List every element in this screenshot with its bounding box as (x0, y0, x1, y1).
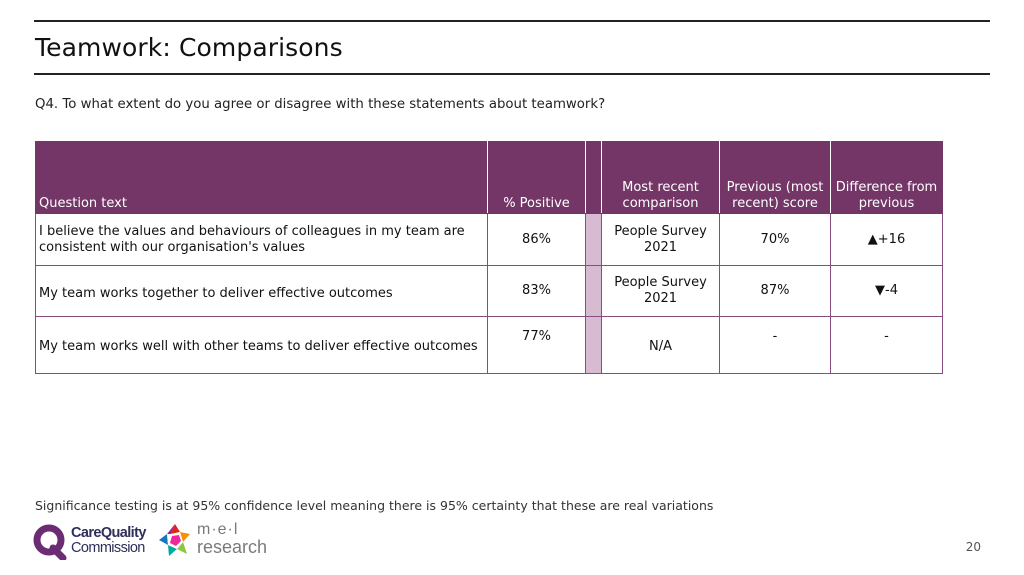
top-rule (34, 20, 990, 22)
mel-research-logo: m·e·l research (157, 521, 272, 561)
row-difference: - (830, 316, 943, 374)
mel-logo-text: research (197, 537, 268, 557)
row-question: I believe the values and behaviours of c… (35, 213, 488, 266)
row-previous: 70% (719, 213, 831, 266)
footnote: Significance testing is at 95% confidenc… (35, 498, 714, 513)
cqc-logo-text: Commission (71, 540, 145, 556)
page-number: 20 (965, 540, 981, 554)
row-previous: 87% (719, 265, 831, 317)
mel-star-icon (159, 524, 190, 556)
row-difference: ▲+16 (830, 213, 943, 266)
table-row: My team works together to deliver effect… (35, 265, 943, 317)
header-comparison: Most recent comparison (601, 141, 720, 214)
row-comparison: People Survey 2021 (601, 265, 720, 317)
row-positive: 77% (487, 316, 586, 374)
row-question: My team works well with other teams to d… (35, 316, 488, 374)
results-table: Question text % Positive Most recent com… (35, 141, 943, 374)
row-comparison: N/A (601, 316, 720, 374)
header-positive: % Positive (487, 141, 586, 214)
cqc-logo-text: CareQuality (71, 525, 146, 541)
row-difference: ▼-4 (830, 265, 943, 317)
question-text: Q4. To what extent do you agree or disag… (35, 97, 606, 112)
header-question-text: Question text (35, 141, 488, 214)
page-title: Teamwork: Comparisons (35, 33, 343, 62)
cqc-q-icon (33, 524, 67, 560)
title-underline (34, 73, 990, 75)
table-row: I believe the values and behaviours of c… (35, 213, 943, 266)
cqc-logo: CareQuality Commission (33, 521, 153, 561)
header-spacer (585, 141, 602, 214)
mel-logo-text: m·e·l (197, 521, 239, 538)
row-spacer (585, 213, 602, 266)
table-row: My team works well with other teams to d… (35, 316, 943, 374)
row-spacer (585, 265, 602, 317)
row-positive: 86% (487, 213, 586, 266)
row-comparison: People Survey 2021 (601, 213, 720, 266)
row-spacer (585, 316, 602, 374)
row-positive: 83% (487, 265, 586, 317)
row-previous: - (719, 316, 831, 374)
header-difference: Difference from previous (830, 141, 943, 214)
table-header-row: Question text % Positive Most recent com… (35, 141, 943, 214)
header-previous: Previous (most recent) score (719, 141, 831, 214)
row-question: My team works together to deliver effect… (35, 265, 488, 317)
